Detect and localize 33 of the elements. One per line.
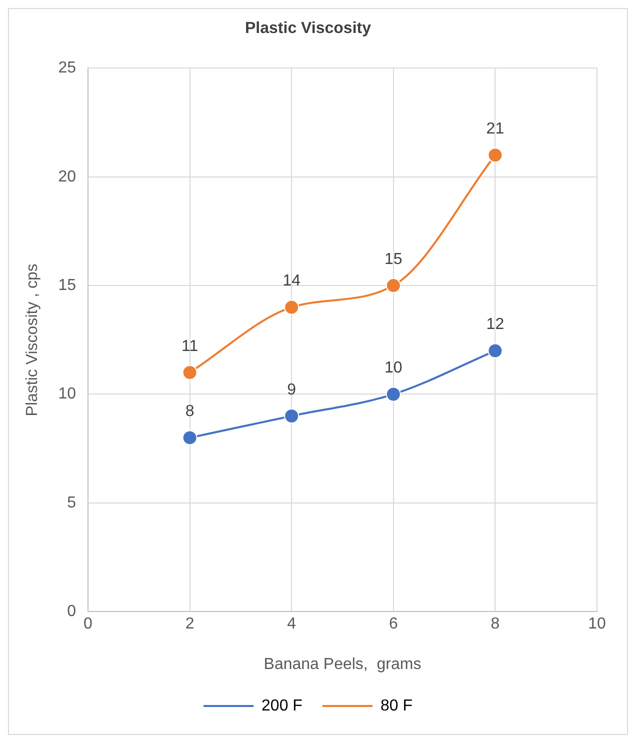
point bbox=[386, 278, 401, 294]
x-tick-label: 0 bbox=[84, 616, 93, 633]
legend-label: 80 F bbox=[380, 697, 413, 714]
data-label: 11 bbox=[181, 338, 198, 355]
point bbox=[488, 343, 503, 358]
chart-title: Plastic Viscosity bbox=[245, 20, 372, 38]
data-label: 12 bbox=[486, 316, 504, 334]
x-tick-label: 8 bbox=[490, 616, 500, 633]
x-axis-title: Banana Peels, grams bbox=[264, 656, 422, 673]
point bbox=[488, 148, 503, 163]
y-tick-label: 15 bbox=[58, 276, 76, 294]
y-tick-label: 0 bbox=[67, 603, 76, 620]
y-tick-label: 10 bbox=[58, 386, 76, 403]
x-tick-label: 4 bbox=[287, 616, 296, 633]
y-axis-title: Plastic Viscosity , cps bbox=[24, 264, 42, 416]
x-tick-label: 2 bbox=[185, 616, 194, 633]
data-label: 9 bbox=[287, 381, 296, 398]
point bbox=[284, 300, 300, 315]
data-label: 10 bbox=[384, 360, 402, 377]
legend-label: 200 F bbox=[262, 697, 303, 714]
data-label: 8 bbox=[185, 403, 194, 420]
y-tick-label: 25 bbox=[58, 60, 76, 77]
point bbox=[182, 365, 198, 380]
y-tick-label: 20 bbox=[58, 168, 76, 186]
point bbox=[284, 408, 300, 424]
y-tick-label: 5 bbox=[67, 494, 76, 512]
x-tick-label: 10 bbox=[588, 616, 606, 633]
data-label: 14 bbox=[282, 272, 301, 290]
data-label: 21 bbox=[486, 120, 504, 138]
x-tick-label: 6 bbox=[388, 616, 398, 633]
data-label: 15 bbox=[384, 250, 402, 268]
point bbox=[386, 386, 401, 402]
point bbox=[182, 430, 198, 446]
